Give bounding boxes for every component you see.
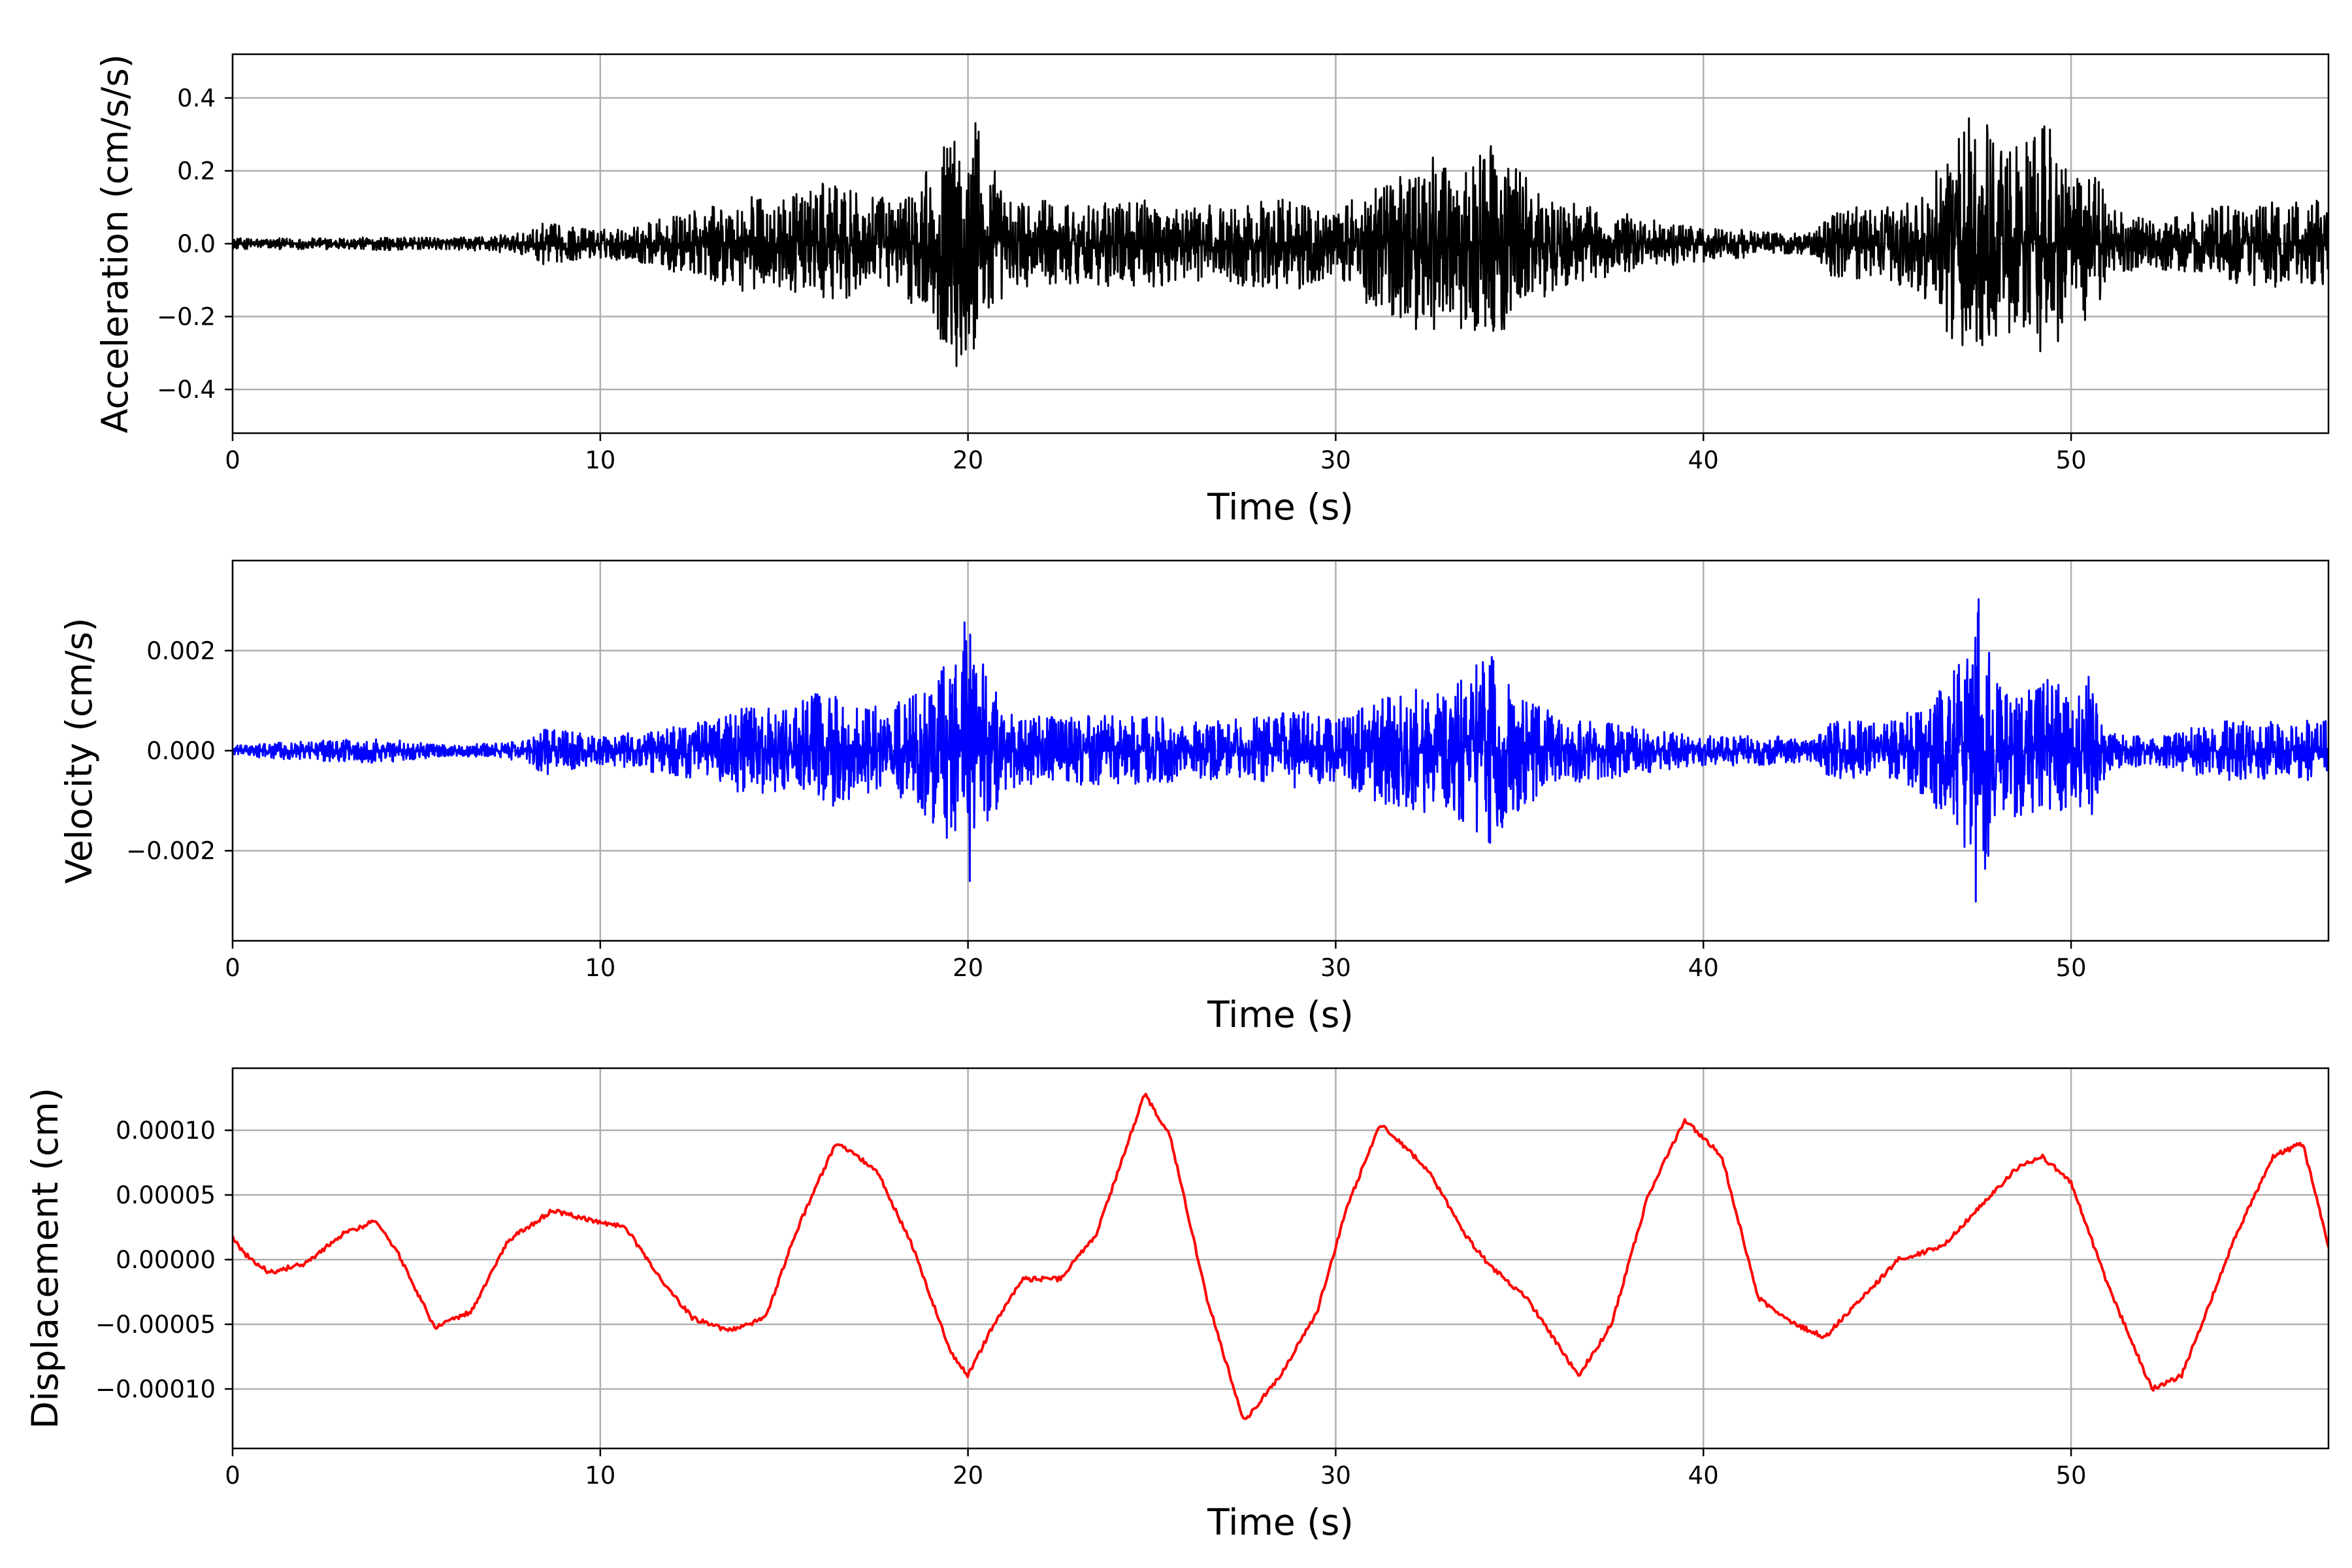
acceleration-ytick-label: −0.2 — [157, 303, 216, 331]
acceleration-panel: 0 10 20 30 40 50 −0.4 −0.2 0.0 0.2 0.4 Time (s) Acce… — [94, 53, 2330, 528]
velocity-xtick-label: 30 — [1320, 954, 1351, 982]
velocity-xtick-label: 50 — [2055, 954, 2086, 982]
displacement-xtick-label: 20 — [953, 1462, 983, 1490]
displacement-series-line — [233, 1092, 2328, 1420]
displacement-ytick-label: 0.00005 — [116, 1181, 216, 1209]
acceleration-ytick-label: 0.4 — [177, 84, 216, 112]
acceleration-series-line — [233, 117, 2328, 367]
displacement-xtick-label: 10 — [585, 1462, 615, 1490]
velocity-xtick-label: 20 — [953, 954, 983, 982]
velocity-xtick-label: 10 — [585, 954, 615, 982]
acceleration-xtick-label: 50 — [2055, 446, 2086, 474]
acceleration-ytick-label: 0.2 — [177, 157, 216, 185]
velocity-xtick-label: 0 — [225, 954, 240, 982]
acceleration-yaxis-label: Acceleration (cm/s/s) — [94, 54, 136, 433]
displacement-axes-frame — [231, 1067, 2330, 1450]
acceleration-xtick-label: 20 — [953, 446, 983, 474]
acceleration-xtick-label: 40 — [1688, 446, 1719, 474]
displacement-xtick-label: 0 — [225, 1462, 240, 1490]
velocity-ytick-label: 0.002 — [146, 637, 216, 665]
displacement-xtick-label: 50 — [2055, 1462, 2086, 1490]
displacement-xaxis-label: Time (s) — [1207, 1501, 1354, 1543]
displacement-ytick-label: 0.00000 — [116, 1246, 216, 1274]
velocity-series-line — [233, 598, 2328, 903]
acceleration-ytick-label: 0.0 — [177, 230, 216, 258]
acceleration-ytick-label: −0.4 — [157, 376, 216, 404]
displacement-yaxis-label: Displacement (cm) — [24, 1088, 66, 1429]
acceleration-xtick-label: 10 — [585, 446, 615, 474]
velocity-xaxis-label: Time (s) — [1207, 994, 1354, 1036]
displacement-xtick-label: 30 — [1320, 1462, 1351, 1490]
displacement-ytick-label: 0.00010 — [116, 1117, 216, 1145]
displacement-panel: 0 10 20 30 40 50 −0.00010 −0.00005 0.00000 0.0000… — [24, 1067, 2330, 1543]
velocity-yaxis-label: Velocity (cm/s) — [58, 617, 100, 883]
velocity-xtick-label: 40 — [1688, 954, 1719, 982]
velocity-ytick-label: −0.002 — [126, 837, 216, 865]
acceleration-xtick-label: 0 — [225, 446, 240, 474]
acceleration-xaxis-label: Time (s) — [1207, 486, 1354, 528]
velocity-ytick-label: 0.000 — [146, 737, 216, 765]
displacement-ytick-label: −0.00010 — [95, 1375, 216, 1403]
displacement-xtick-label: 40 — [1688, 1462, 1719, 1490]
displacement-ytick-label: −0.00005 — [95, 1311, 216, 1339]
velocity-panel: 0 10 20 30 40 50 −0.002 0.000 0.002 Time (s) Veloc… — [58, 559, 2330, 1036]
acceleration-xtick-label: 30 — [1320, 446, 1351, 474]
